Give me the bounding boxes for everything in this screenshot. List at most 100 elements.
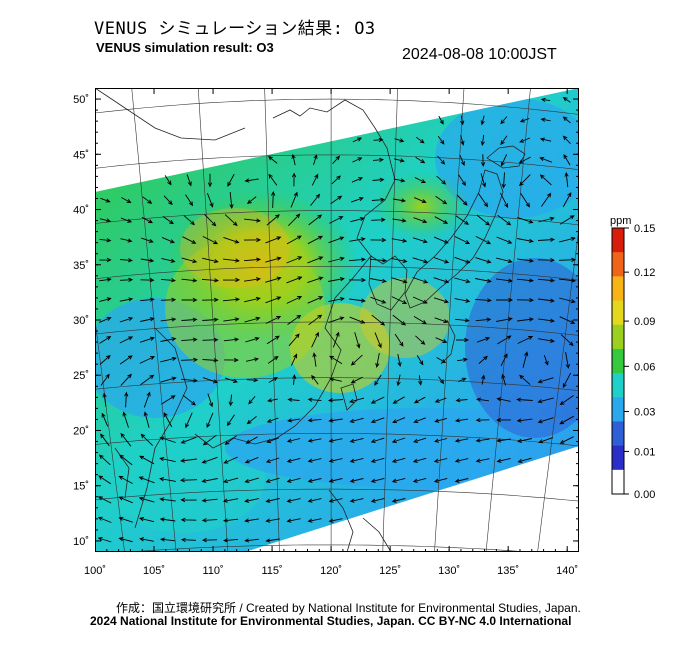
wind-arrow [163, 412, 173, 428]
wind-arrow [459, 154, 465, 167]
wind-arrow [265, 276, 282, 283]
wind-arrow [517, 336, 534, 344]
wind-arrow [562, 135, 571, 145]
wind-arrow [497, 335, 512, 345]
wind-arrow [180, 458, 197, 463]
wind-arrow [455, 318, 470, 323]
wind-arrow [537, 417, 554, 424]
wind-arrow [476, 336, 491, 343]
wind-arrow [139, 356, 156, 364]
wind-arrow [517, 238, 534, 243]
wind-arrow [143, 411, 150, 428]
wind-arrow [159, 477, 176, 482]
wind-arrow [291, 172, 297, 187]
wind-arrow [500, 154, 508, 167]
wind-arrow [475, 257, 492, 264]
wind-arrow [397, 353, 402, 368]
colorbar-segment [612, 252, 624, 277]
wind-arrow [374, 374, 382, 386]
wind-arrow [161, 257, 176, 263]
wind-arrow [266, 214, 280, 226]
wind-arrow [119, 336, 134, 344]
parallel-line [95, 154, 579, 171]
wind-arrow [122, 411, 129, 428]
wind-arrow [266, 335, 280, 345]
wind-arrow [227, 173, 235, 187]
wind-arrow [160, 395, 176, 405]
wind-arrow [349, 498, 364, 503]
wind-arrow [415, 156, 426, 164]
parallel-line [95, 321, 579, 336]
parallel-line [95, 377, 579, 392]
wind-arrow [414, 177, 427, 183]
wind-arrow [286, 477, 301, 483]
parallel-line [95, 266, 579, 281]
wind-arrow [202, 358, 219, 363]
wind-arrow [370, 498, 385, 503]
wind-arrow [228, 394, 233, 407]
wind-arrow [223, 337, 240, 342]
wind-arrow [349, 437, 364, 443]
wind-arrow [140, 277, 155, 283]
wind-arrow [181, 297, 198, 303]
wind-arrow [265, 518, 280, 523]
wind-arrow [139, 336, 155, 343]
wind-arrow [415, 335, 426, 345]
colorbar-tick-label: 0.12 [634, 267, 655, 279]
wind-arrow [118, 537, 133, 543]
wind-arrow [229, 191, 234, 210]
wind-arrow [312, 352, 317, 367]
wind-arrow [138, 476, 155, 484]
wind-arrow [538, 338, 555, 343]
wind-arrow [349, 457, 364, 463]
wind-arrow [329, 355, 343, 365]
wind-arrow [159, 517, 176, 522]
wind-arrow [222, 277, 241, 283]
lat-tick-label: 20˚ [73, 425, 89, 437]
wind-arrow [348, 277, 367, 283]
wind-arrow [537, 257, 556, 263]
wind-arrow [118, 475, 133, 484]
wind-arrow [226, 414, 235, 427]
wind-arrow [370, 457, 385, 463]
wind-arrow [265, 477, 280, 483]
wind-arrow [223, 258, 240, 263]
wind-arrow [268, 376, 278, 383]
wind-arrow [412, 296, 428, 304]
wind-arrow [119, 277, 134, 282]
wind-arrow [391, 277, 408, 284]
wind-arrow [393, 158, 405, 163]
meridian-line [434, 88, 465, 552]
wind-arrow [369, 258, 388, 263]
wind-arrow [522, 351, 529, 368]
colorbar-segment [612, 348, 624, 374]
wind-arrow [481, 374, 486, 385]
wind-arrow [454, 458, 469, 463]
wind-arrow [519, 117, 530, 123]
wind-arrow [436, 175, 447, 185]
wind-arrow [185, 412, 193, 429]
wind-arrow [141, 237, 154, 243]
wind-arrow [207, 173, 213, 188]
wind-arrow [454, 298, 471, 303]
wind-arrow [100, 197, 111, 203]
wind-arrow [139, 537, 154, 542]
credit-line-1: 作成：国立環境研究所 / Created by National Institu… [116, 601, 581, 615]
wind-arrow [223, 236, 240, 244]
graticule [95, 88, 579, 552]
wind-arrow [201, 456, 218, 464]
wind-arrow [454, 478, 469, 483]
wind-arrow [476, 397, 489, 402]
wind-arrow [202, 377, 219, 384]
wind-arrow [286, 438, 301, 443]
wind-arrow [434, 397, 447, 403]
wind-arrow [245, 436, 258, 444]
wind-arrow [206, 412, 214, 429]
wind-arrow [223, 538, 238, 543]
lat-tick-label: 45˚ [73, 149, 89, 161]
wind-arrow [349, 237, 366, 242]
wind-arrow [517, 438, 532, 443]
colorbar-segment [612, 397, 624, 422]
wind-arrow [179, 478, 198, 483]
wind-arrow [348, 397, 365, 404]
